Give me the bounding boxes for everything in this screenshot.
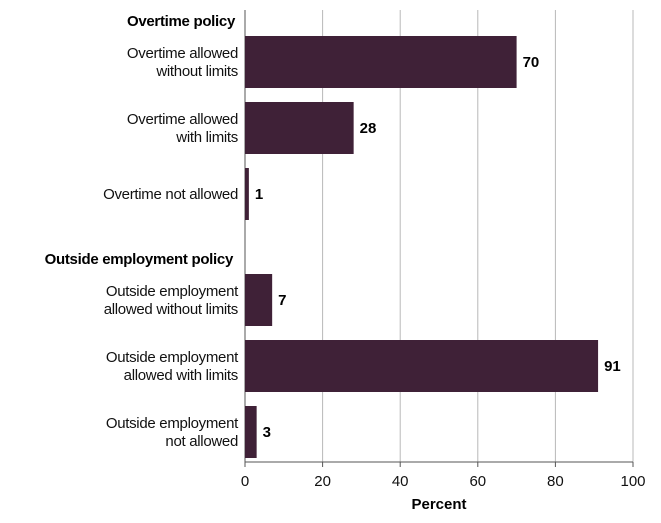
x-tick-label: 40 [392, 473, 409, 490]
x-tick-label: 20 [314, 473, 331, 490]
bar [245, 274, 273, 326]
labels: Overtime policy Overtime allowed without l… [45, 13, 621, 450]
bar [245, 340, 599, 392]
x-axis-title: Percent [411, 496, 466, 513]
bar [245, 168, 249, 220]
category-label: Outside employment allowed without limits [104, 283, 239, 318]
category-label: Outside employment allowed with limits [106, 349, 239, 384]
category-label: Overtime allowed without limits [127, 45, 238, 80]
x-tick-label: 60 [469, 473, 486, 490]
bar [245, 406, 257, 458]
value-label: 70 [523, 54, 540, 71]
category-label: Outside employment not allowed [106, 415, 239, 450]
category-label: Overtime allowed with limits [127, 111, 238, 146]
value-label: 91 [604, 358, 621, 375]
value-label: 1 [255, 186, 263, 203]
value-label: 3 [263, 424, 271, 441]
group-title: Outside employment policy [45, 251, 234, 268]
x-tick-label: 80 [547, 473, 564, 490]
x-tick-label: 0 [241, 473, 249, 490]
group-title: Overtime policy [127, 13, 236, 30]
bar [245, 36, 517, 88]
category-label: Overtime not allowed [103, 186, 238, 203]
value-label: 7 [278, 292, 286, 309]
bar [245, 102, 354, 154]
x-axis: 0 20 40 60 80 100 Percent [241, 461, 646, 513]
x-tick-label: 100 [620, 473, 645, 490]
bars [245, 36, 599, 458]
value-label: 28 [360, 120, 377, 137]
